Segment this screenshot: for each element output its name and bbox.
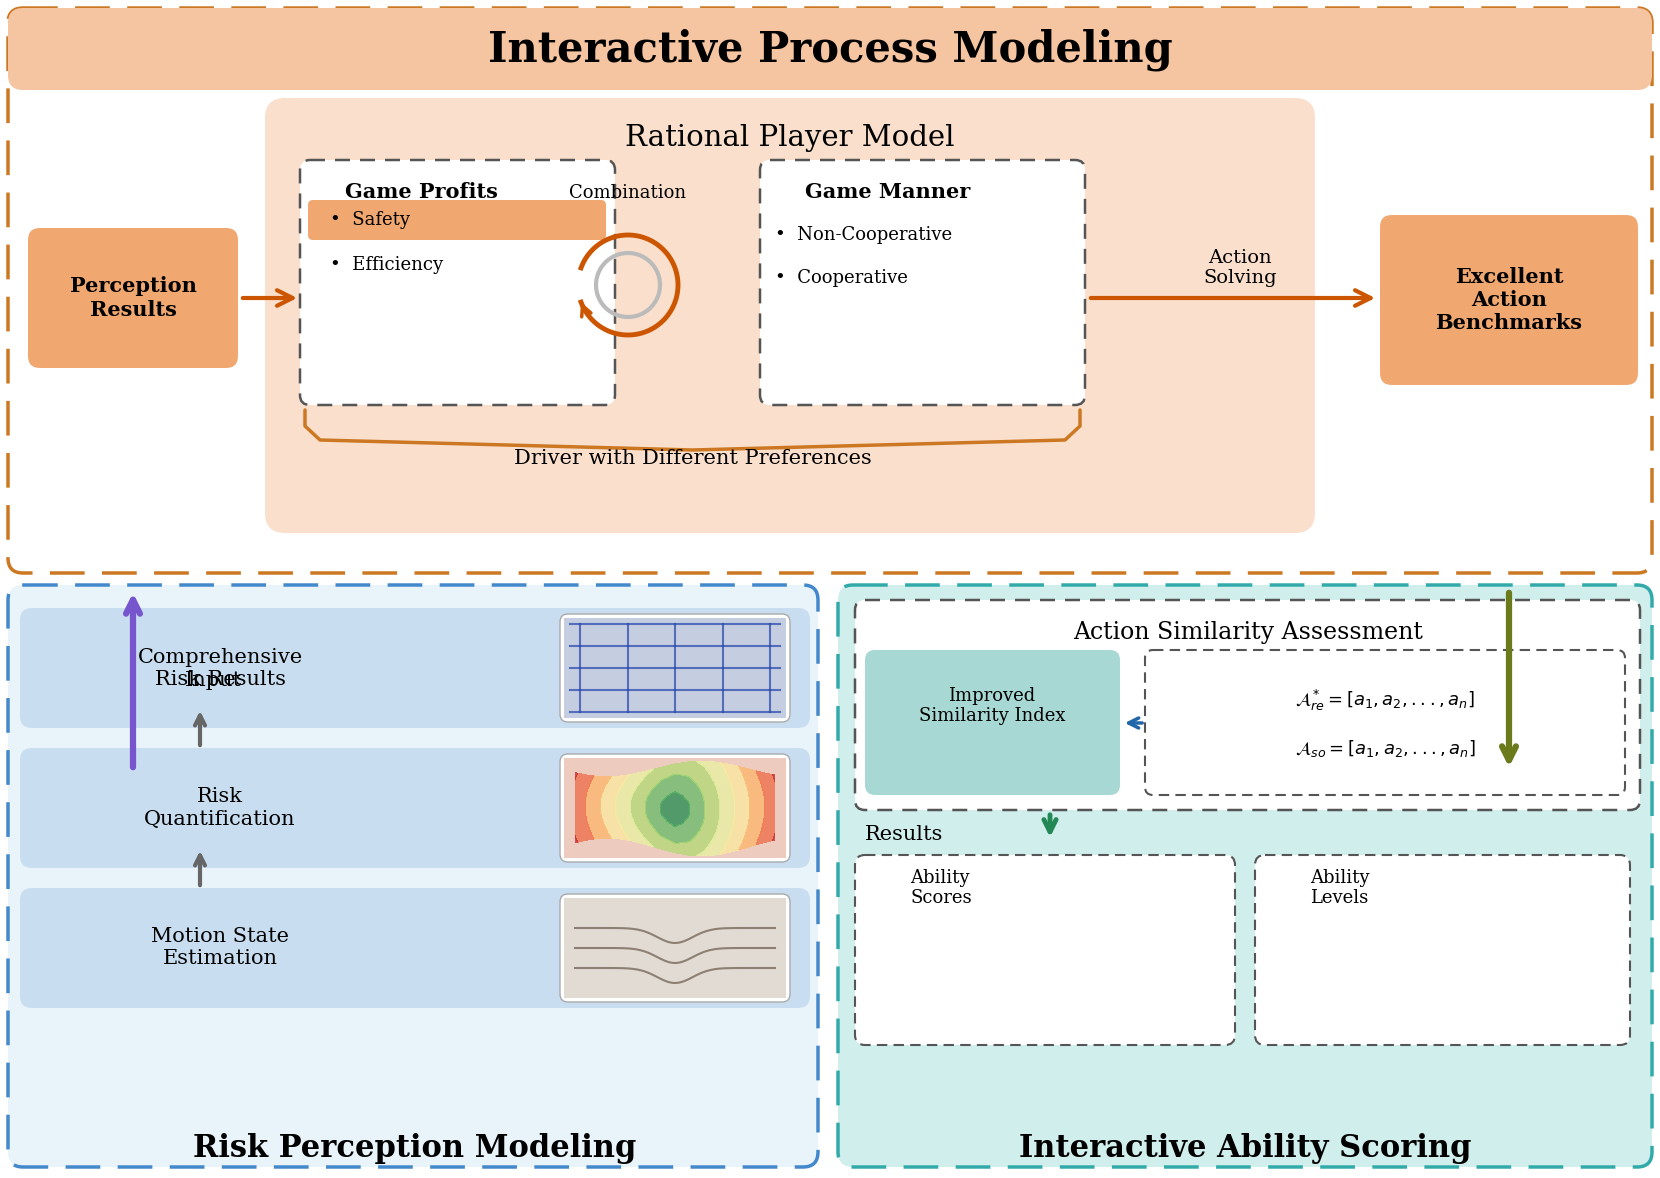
FancyBboxPatch shape xyxy=(855,855,1235,1045)
Text: Action
Solving: Action Solving xyxy=(1204,249,1277,287)
Text: •  Safety: • Safety xyxy=(330,211,410,229)
FancyBboxPatch shape xyxy=(20,888,810,1008)
FancyBboxPatch shape xyxy=(1145,650,1625,795)
Text: Interactive Process Modeling: Interactive Process Modeling xyxy=(488,28,1172,71)
FancyBboxPatch shape xyxy=(266,98,1315,532)
Text: Ability
Scores: Ability Scores xyxy=(910,868,971,907)
FancyBboxPatch shape xyxy=(855,600,1640,810)
Bar xyxy=(564,898,785,998)
FancyBboxPatch shape xyxy=(559,894,790,1002)
Text: Interactive Ability Scoring: Interactive Ability Scoring xyxy=(1019,1132,1471,1164)
Text: Game Profits: Game Profits xyxy=(345,181,498,201)
FancyBboxPatch shape xyxy=(865,650,1120,795)
Text: Combination: Combination xyxy=(569,184,687,201)
FancyBboxPatch shape xyxy=(8,8,1652,90)
Text: Improved
Similarity Index: Improved Similarity Index xyxy=(918,687,1066,726)
Text: Risk
Quantification: Risk Quantification xyxy=(144,788,295,828)
FancyBboxPatch shape xyxy=(838,585,1652,1167)
Text: Output: Output xyxy=(1521,670,1594,689)
FancyBboxPatch shape xyxy=(760,160,1086,405)
Text: Motion State
Estimation: Motion State Estimation xyxy=(151,927,289,968)
Text: Risk Perception Modeling: Risk Perception Modeling xyxy=(193,1132,637,1164)
FancyBboxPatch shape xyxy=(559,754,790,862)
Text: Perception
Results: Perception Results xyxy=(70,277,196,319)
Text: Game Manner: Game Manner xyxy=(805,181,969,201)
Text: Excellent
Action
Benchmarks: Excellent Action Benchmarks xyxy=(1436,266,1582,333)
FancyBboxPatch shape xyxy=(1379,216,1638,385)
FancyBboxPatch shape xyxy=(8,585,818,1167)
FancyBboxPatch shape xyxy=(20,748,810,868)
Text: •  Cooperative: • Cooperative xyxy=(775,269,908,287)
Bar xyxy=(564,757,785,858)
FancyBboxPatch shape xyxy=(1255,855,1630,1045)
Text: Results: Results xyxy=(865,826,943,845)
Text: $\mathcal{A}_{so} = [a_1, a_2, ..., a_n]$: $\mathcal{A}_{so} = [a_1, a_2, ..., a_n]… xyxy=(1295,737,1476,759)
Text: Ability
Levels: Ability Levels xyxy=(1310,868,1369,907)
Text: Action Similarity Assessment: Action Similarity Assessment xyxy=(1072,621,1423,643)
FancyBboxPatch shape xyxy=(309,200,606,240)
Text: $\mathcal{A}^*_{re} = [a_1, a_2, ..., a_n]$: $\mathcal{A}^*_{re} = [a_1, a_2, ..., a_… xyxy=(1295,688,1474,713)
FancyBboxPatch shape xyxy=(28,229,237,368)
Text: Driver with Different Preferences: Driver with Different Preferences xyxy=(515,449,872,468)
FancyBboxPatch shape xyxy=(559,614,790,722)
Text: Comprehensive
Risk Results: Comprehensive Risk Results xyxy=(138,648,302,688)
Text: Input: Input xyxy=(184,670,242,689)
Text: Rational Player Model: Rational Player Model xyxy=(626,124,954,152)
FancyBboxPatch shape xyxy=(300,160,614,405)
Bar xyxy=(564,618,785,719)
FancyBboxPatch shape xyxy=(20,608,810,728)
Text: •  Non-Cooperative: • Non-Cooperative xyxy=(775,226,953,244)
Text: •  Efficiency: • Efficiency xyxy=(330,256,443,274)
